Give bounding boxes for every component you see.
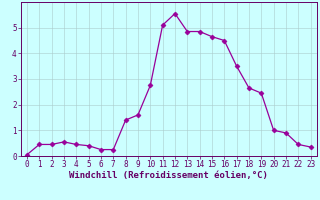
X-axis label: Windchill (Refroidissement éolien,°C): Windchill (Refroidissement éolien,°C) <box>69 171 268 180</box>
